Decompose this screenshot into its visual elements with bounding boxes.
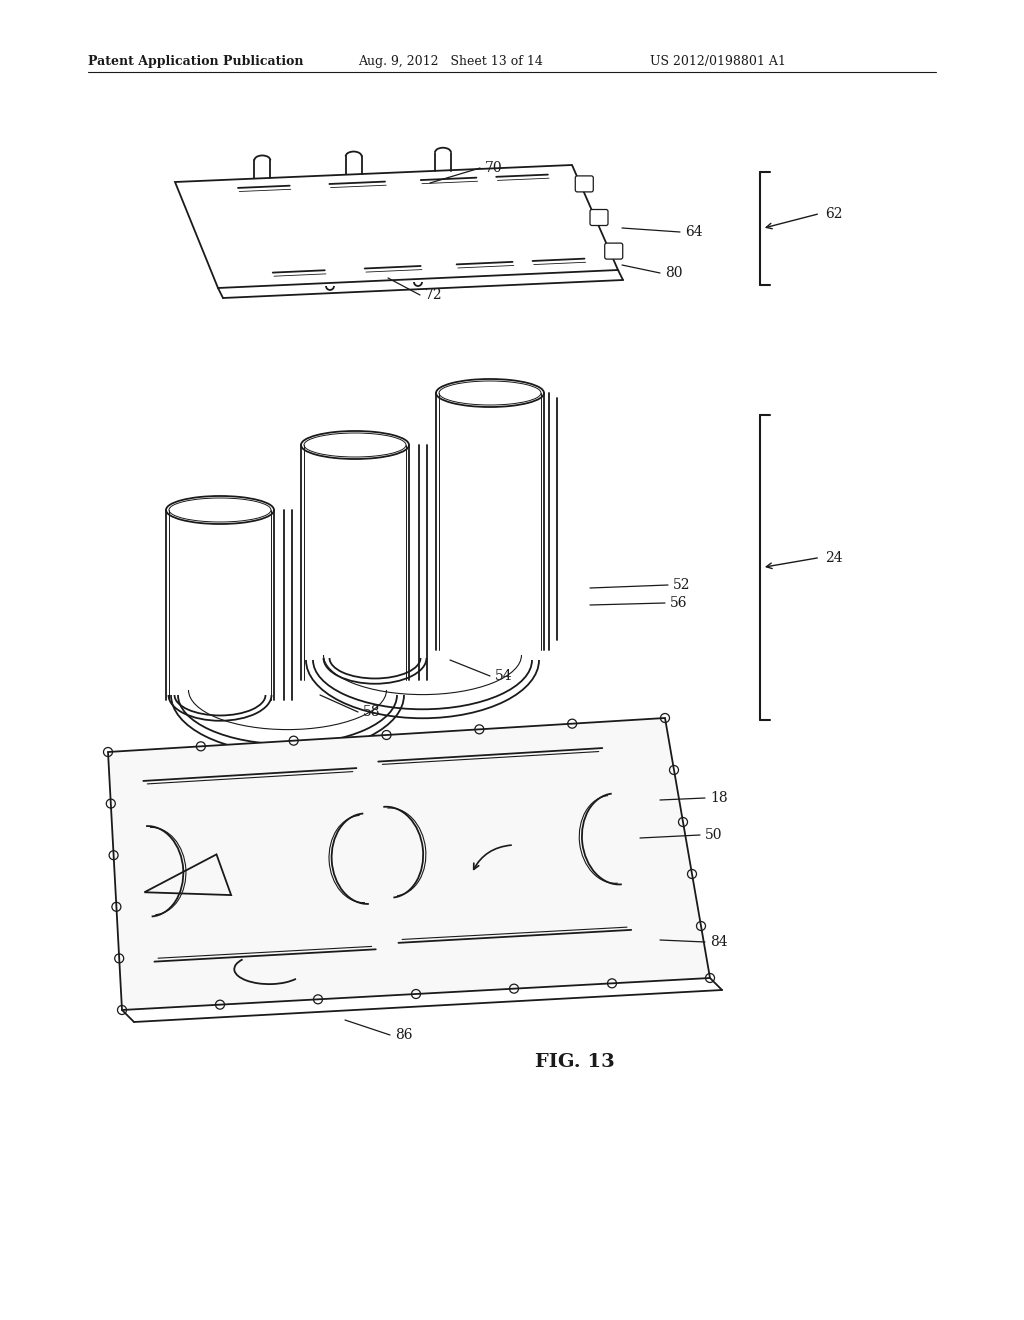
Text: 70: 70 bbox=[485, 161, 503, 176]
Text: 80: 80 bbox=[665, 267, 683, 280]
Text: 86: 86 bbox=[395, 1028, 413, 1041]
FancyBboxPatch shape bbox=[605, 243, 623, 259]
Text: Aug. 9, 2012   Sheet 13 of 14: Aug. 9, 2012 Sheet 13 of 14 bbox=[358, 55, 543, 69]
Text: 50: 50 bbox=[705, 828, 723, 842]
FancyBboxPatch shape bbox=[575, 176, 593, 191]
Text: 56: 56 bbox=[670, 597, 687, 610]
Text: 18: 18 bbox=[710, 791, 728, 805]
Text: 84: 84 bbox=[710, 935, 728, 949]
Text: 54: 54 bbox=[495, 669, 513, 682]
Text: 62: 62 bbox=[825, 206, 843, 220]
FancyBboxPatch shape bbox=[590, 210, 608, 226]
Text: 52: 52 bbox=[673, 578, 690, 591]
Text: US 2012/0198801 A1: US 2012/0198801 A1 bbox=[650, 55, 785, 69]
Polygon shape bbox=[108, 718, 710, 1010]
Text: FIG. 13: FIG. 13 bbox=[535, 1053, 614, 1071]
Polygon shape bbox=[175, 165, 618, 288]
Text: 24: 24 bbox=[825, 550, 843, 565]
Text: 64: 64 bbox=[685, 224, 702, 239]
Text: 72: 72 bbox=[425, 288, 442, 302]
Text: 58: 58 bbox=[362, 705, 381, 719]
Text: Patent Application Publication: Patent Application Publication bbox=[88, 55, 303, 69]
